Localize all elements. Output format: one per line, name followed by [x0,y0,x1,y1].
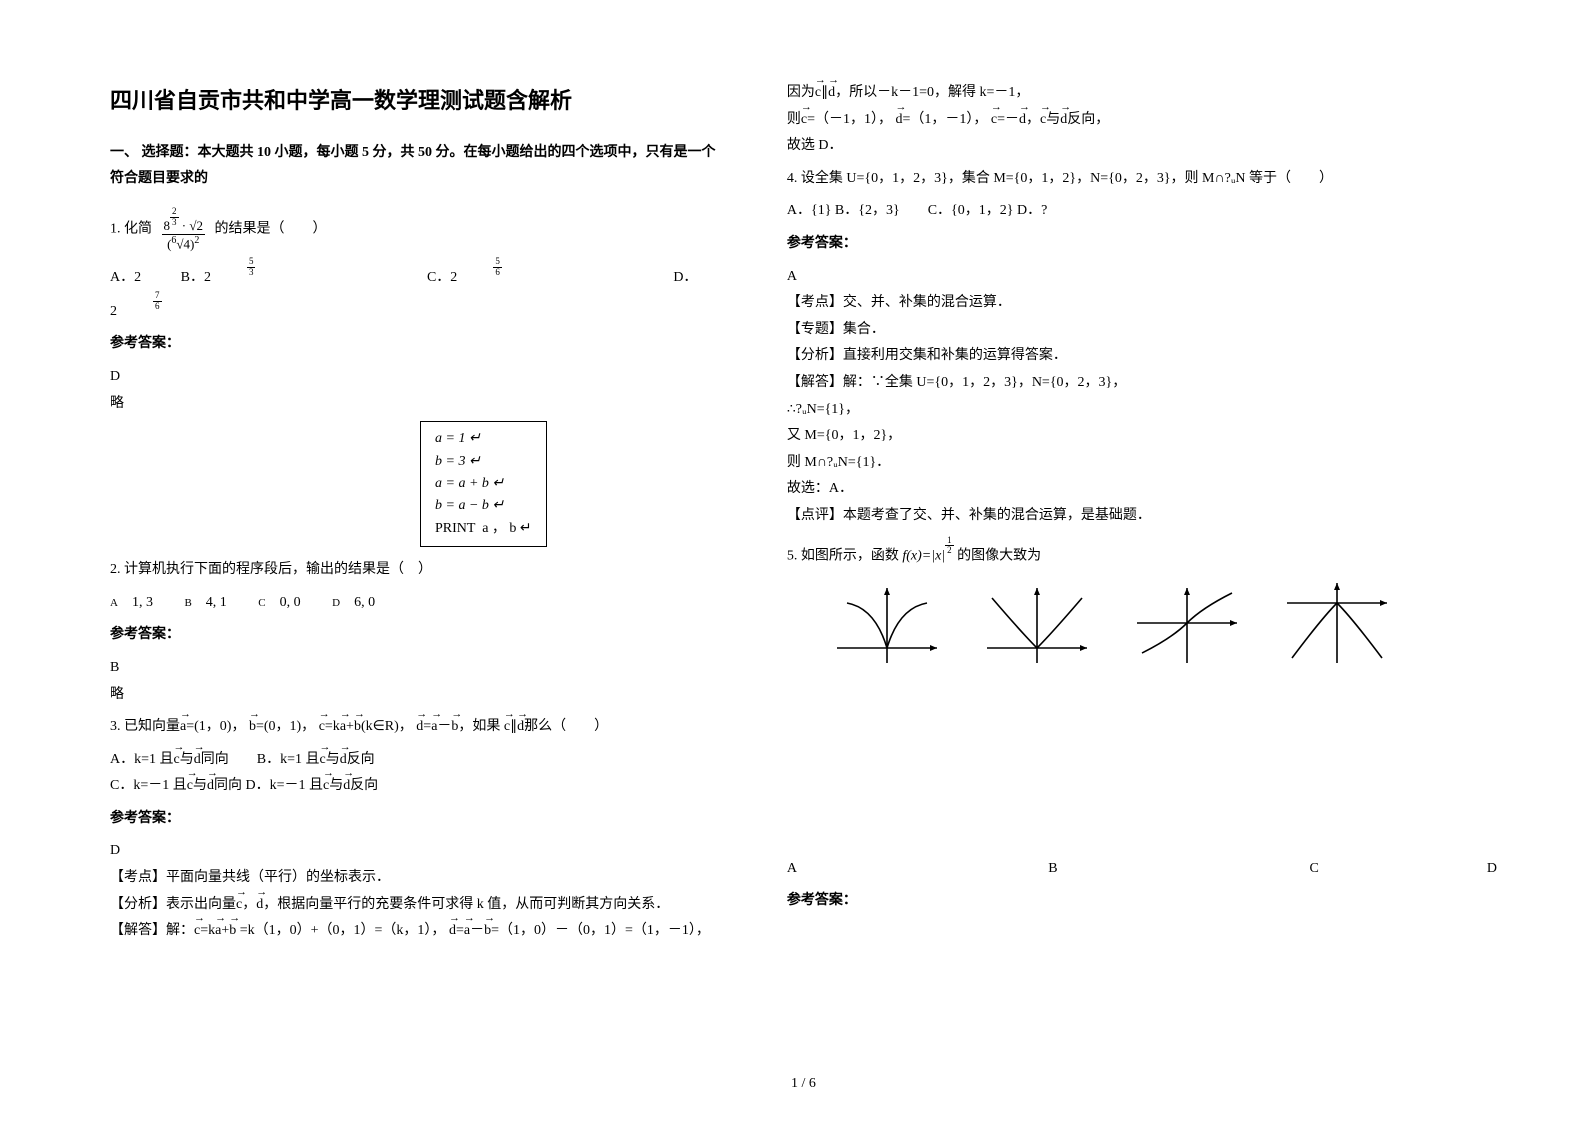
code-line: a = 1 ↵ [435,428,532,450]
q2-options: A 1, 3 B 4, 1 C 0, 0 D 6, 0 [110,590,727,617]
q1-optB: B．253 [181,270,328,285]
code-line: b = a − b ↵ [435,495,532,517]
q1-answer-label: 参考答案： [110,331,727,358]
q5-answer-label: 参考答案： [787,888,1497,915]
q2-stem: 2. 计算机执行下面的程序段后，输出的结果是（ ） [110,557,727,584]
q4-dianping: 【点评】本题考查了交、并、补集的混合运算，是基础题． [787,503,1497,530]
q4-kaodian: 【考点】交、并、补集的混合运算． [787,290,1497,317]
q3-answer-label: 参考答案： [110,806,727,833]
q3-jieda: 【解答】解：c=ka+b =k（1，0）+（0，1）=（k，1）， d=a－b=… [110,918,727,945]
q1-optC: C．256 [427,270,574,285]
q1-stem-suffix: 的结果是（ ） [214,221,326,236]
q1-stem-prefix: 1. 化简 [110,221,152,236]
q1-expression: 823 · √2 (6√4)2 [162,207,205,251]
graph-a [827,578,947,668]
code-line: b = 3 ↵ [435,451,532,473]
q3-kaodian: 【考点】平面向量共线（平行）的坐标表示． [110,865,727,892]
q5-option-labels: A B C D [787,856,1497,883]
graph-d [1277,578,1397,668]
graph-c [1127,578,1247,668]
q4-answer: A [787,264,1497,291]
q4-jieda-l3: 又 M={0，1，2}， [787,423,1497,450]
question-1: 1. 化简 823 · √2 (6√4)2 的结果是（ ） [110,207,727,251]
q2-code-box: a = 1 ↵ b = 3 ↵ a = a + b ↵ b = a − b ↵ … [420,421,547,547]
q4-jieda-l5: 故选：A． [787,476,1497,503]
q4-zhuanti: 【专题】集合． [787,317,1497,344]
q1-note: 略 [110,391,727,418]
page-number: 1 / 6 [110,1066,1497,1092]
code-line: PRINT a ， b ↵ [435,518,532,540]
q4-jieda-l2: ∴?ᵤN={1}， [787,397,1497,424]
question-3: 3. 已知向量a=(1，0)， b=(0，1)， c=ka+b(k∈R)， d=… [110,714,727,741]
code-line: a = a + b ↵ [435,473,532,495]
q2-answer: B [110,655,727,682]
q4-stem: 4. 设全集 U={0，1，2，3}，集合 M={0，1，2}，N={0，2，3… [787,166,1497,193]
q3-cont-l3: 故选 D． [787,133,1497,160]
spacer [787,676,1497,856]
left-column: 四川省自贡市共和中学高一数学理测试题含解析 一、 选择题：本大题共 10 小题，… [110,80,727,1066]
q4-jieda-l1: 【解答】解：∵全集 U={0，1，2，3}，N={0，2，3}， [787,370,1497,397]
question-5: 5. 如图所示，函数 f(x)=|x|12 的图像大致为 [787,536,1497,570]
q1-options: A．2 B．253 C．256 D．276 [110,257,727,325]
content-columns: 四川省自贡市共和中学高一数学理测试题含解析 一、 选择题：本大题共 10 小题，… [110,80,1497,1066]
q5-graphs [827,578,1497,668]
q3-cont-l2: 则c=（－1，1）， d=（1，－1）， c=－d，c与d反向， [787,107,1497,134]
graph-b [977,578,1097,668]
page-title: 四川省自贡市共和中学高一数学理测试题含解析 [110,80,727,122]
q3-cont-l1: 因为c∥d，所以－k－1=0，解得 k=－1， [787,80,1497,107]
q3-answer: D [110,838,727,865]
q3-options-cd: C．k=－1 且c与d同向 D．k=－1 且c与d反向 [110,773,727,800]
q4-fenxi: 【分析】直接利用交集和补集的运算得答案． [787,343,1497,370]
q1-optA: A．2 [110,270,141,285]
q1-answer: D [110,364,727,391]
q2-answer-label: 参考答案： [110,622,727,649]
section-heading: 一、 选择题：本大题共 10 小题，每小题 5 分，共 50 分。在每小题给出的… [110,140,727,193]
right-column: 因为c∥d，所以－k－1=0，解得 k=－1， 则c=（－1，1）， d=（1，… [787,80,1497,1066]
q4-jieda-l4: 则 M∩?ᵤN={1}． [787,450,1497,477]
q4-options: A．{1} B．{2，3} C．{0，1，2} D．? [787,198,1497,225]
q3-options-ab: A．k=1 且c与d同向 B．k=1 且c与d反向 [110,747,727,774]
q4-answer-label: 参考答案： [787,231,1497,258]
page: 四川省自贡市共和中学高一数学理测试题含解析 一、 选择题：本大题共 10 小题，… [0,0,1587,1122]
